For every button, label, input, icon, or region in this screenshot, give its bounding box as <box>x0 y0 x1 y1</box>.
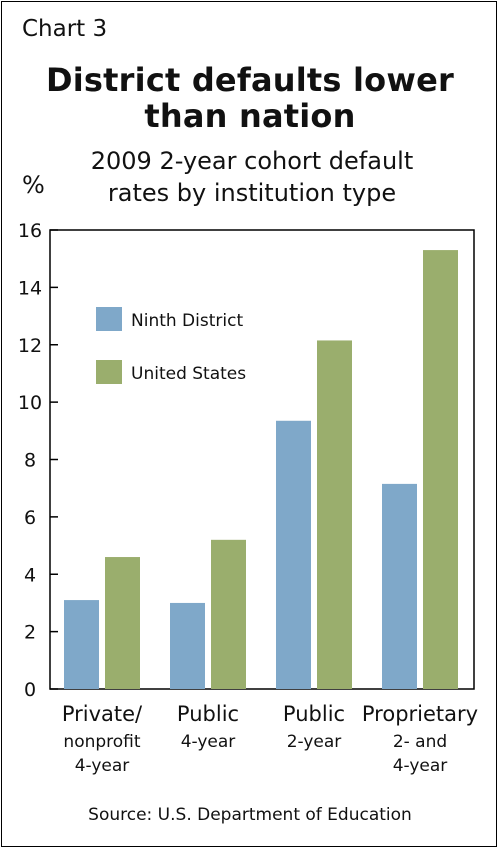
bar-united-states <box>423 250 458 690</box>
y-tick-label: 14 <box>18 277 42 299</box>
x-category-label: 2- and <box>393 732 447 752</box>
legend-swatch-united-states <box>96 360 122 384</box>
y-tick-label: 2 <box>24 622 36 644</box>
legend-label: Ninth District <box>131 311 243 331</box>
bar-ninth-district <box>64 600 99 689</box>
y-tick-label: 0 <box>24 679 36 701</box>
x-category-label: 4-year <box>393 756 448 776</box>
legend-swatch-ninth-district <box>96 307 122 331</box>
bar-ninth-district <box>170 602 205 689</box>
y-tick-label: 4 <box>24 564 36 586</box>
bar-united-states <box>211 539 246 689</box>
y-tick-label: 16 <box>18 220 42 242</box>
bar-ninth-district <box>276 420 311 689</box>
y-tick-label: 6 <box>24 507 36 529</box>
x-category-label: Public <box>283 702 345 726</box>
y-tick-label: 10 <box>18 392 42 414</box>
chart-number-label: Chart 3 <box>22 16 108 42</box>
y-tick-label: 12 <box>18 335 42 357</box>
legend-label: United States <box>131 364 246 384</box>
chart-title: District defaults lower than nation <box>0 62 500 134</box>
source-note: Source: U.S. Department of Education <box>88 805 412 825</box>
x-category-label: 4-year <box>181 732 236 752</box>
y-axis-unit: % <box>22 171 45 199</box>
chart-subtitle-line-2: rates by institution type <box>107 179 397 207</box>
bar-united-states <box>317 340 352 689</box>
chart-subtitle: 2009 2-year cohort default rates by inst… <box>72 145 432 209</box>
x-category-label: Public <box>177 702 239 726</box>
x-category-label: nonprofit <box>63 732 140 752</box>
chart-subtitle-line-1: 2009 2-year cohort default <box>90 147 414 175</box>
bar-united-states <box>105 557 140 689</box>
chart-title-line-2: than nation <box>144 97 356 135</box>
bar-ninth-district <box>382 483 417 689</box>
y-tick-label: 8 <box>24 450 36 472</box>
x-category-label: Private/ <box>62 702 143 726</box>
x-category-label: 4-year <box>75 756 130 776</box>
x-category-label: 2-year <box>287 732 342 752</box>
chart-title-line-1: District defaults lower <box>46 61 454 99</box>
x-category-label: Proprietary <box>362 702 478 726</box>
